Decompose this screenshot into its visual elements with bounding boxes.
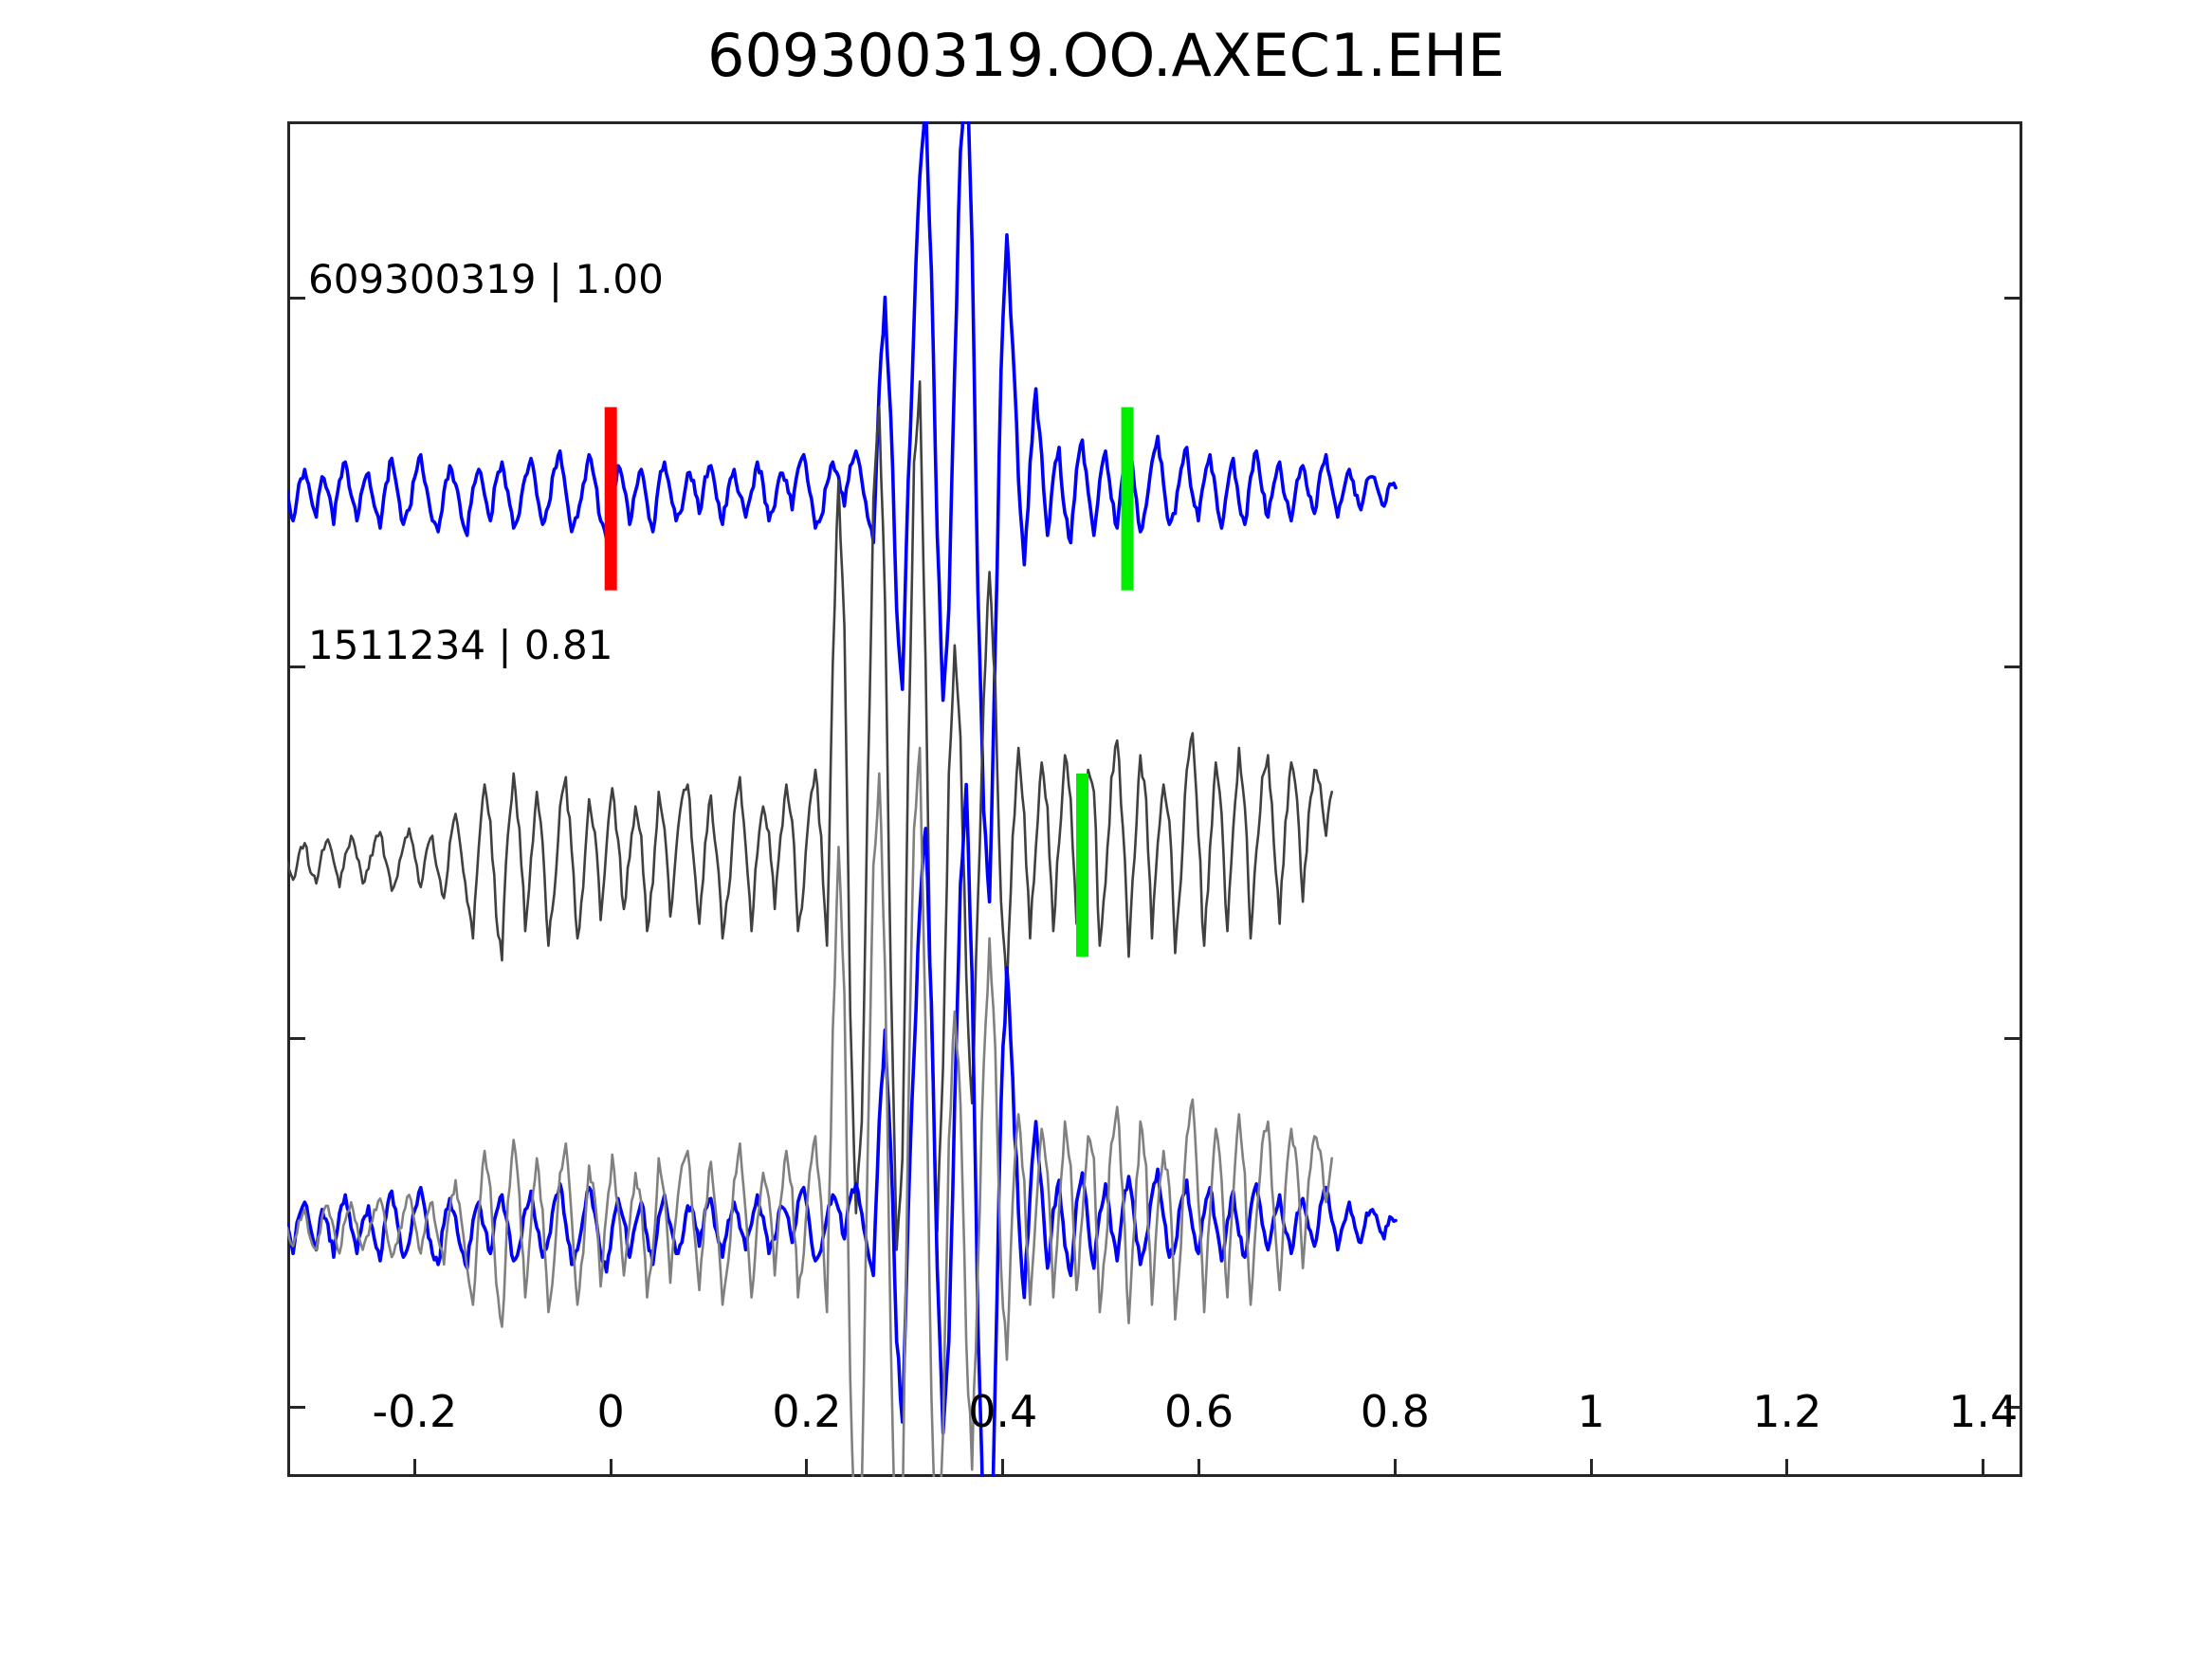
x-tick-label-0: -0.2 [372,1386,458,1437]
x-tick-5 [1393,1459,1397,1477]
x-tick-label-6: 1 [1577,1386,1605,1437]
trace-label-1511234: 1511234 | 0.81 [308,622,613,668]
plot-axes: 609300319 | 1.00 1511234 | 0.81 [287,121,2022,1477]
waveform-1511234 [287,380,1334,1251]
x-tick-label-7: 1.2 [1752,1386,1822,1437]
y-tick-right-1 [2004,665,2022,668]
y-tick-2 [287,1037,305,1040]
pick-marker-green-2 [1075,773,1088,957]
x-tick-3 [1001,1459,1005,1477]
y-tick-right-0 [2004,297,2022,300]
x-tick-6 [1589,1459,1593,1477]
x-tick-2 [805,1459,809,1477]
x-tick-label-1: 0 [596,1386,625,1437]
axes-frame [287,121,2022,1477]
waveform-canvas [287,121,1398,1477]
y-tick-0 [287,297,305,300]
x-tick-label-8: 1.4 [1948,1386,2019,1437]
x-tick-label-3: 0.4 [968,1386,1038,1437]
waveform-609300319 [287,121,1398,904]
x-tick-4 [1197,1459,1201,1477]
y-tick-right-3 [2004,1406,2022,1409]
y-tick-right-2 [2004,1037,2022,1040]
waveform-overlay-gray [287,746,1334,1477]
y-tick-3 [287,1406,305,1409]
y-tick-1 [287,665,305,668]
pick-marker-green-1 [1121,407,1134,591]
x-tick-1 [609,1459,612,1477]
x-tick-0 [412,1459,416,1477]
x-tick-label-4: 0.6 [1163,1386,1234,1437]
page-title: 609300319.OO.AXEC1.EHE [707,21,1505,90]
x-tick-label-5: 0.8 [1360,1386,1430,1437]
x-tick-7 [1785,1459,1789,1477]
trace-label-609300319: 609300319 | 1.00 [308,256,664,302]
x-tick-label-2: 0.2 [772,1386,842,1437]
pick-marker-red-0 [604,407,617,591]
x-tick-8 [1982,1459,1985,1477]
